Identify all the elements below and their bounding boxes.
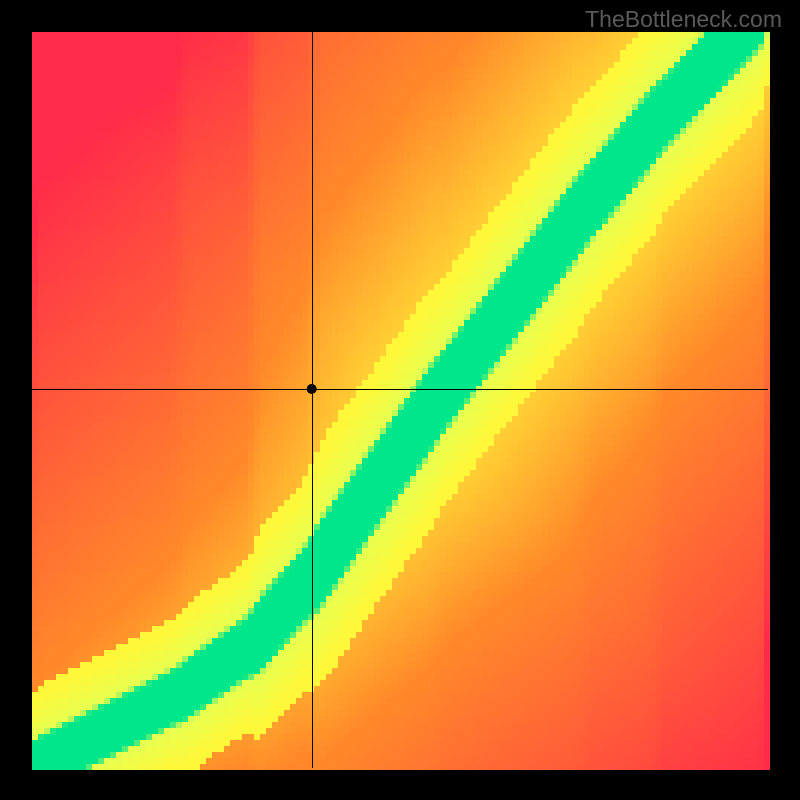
bottleneck-heatmap xyxy=(0,0,800,800)
watermark-text: TheBottleneck.com xyxy=(585,6,782,33)
chart-container: TheBottleneck.com xyxy=(0,0,800,800)
